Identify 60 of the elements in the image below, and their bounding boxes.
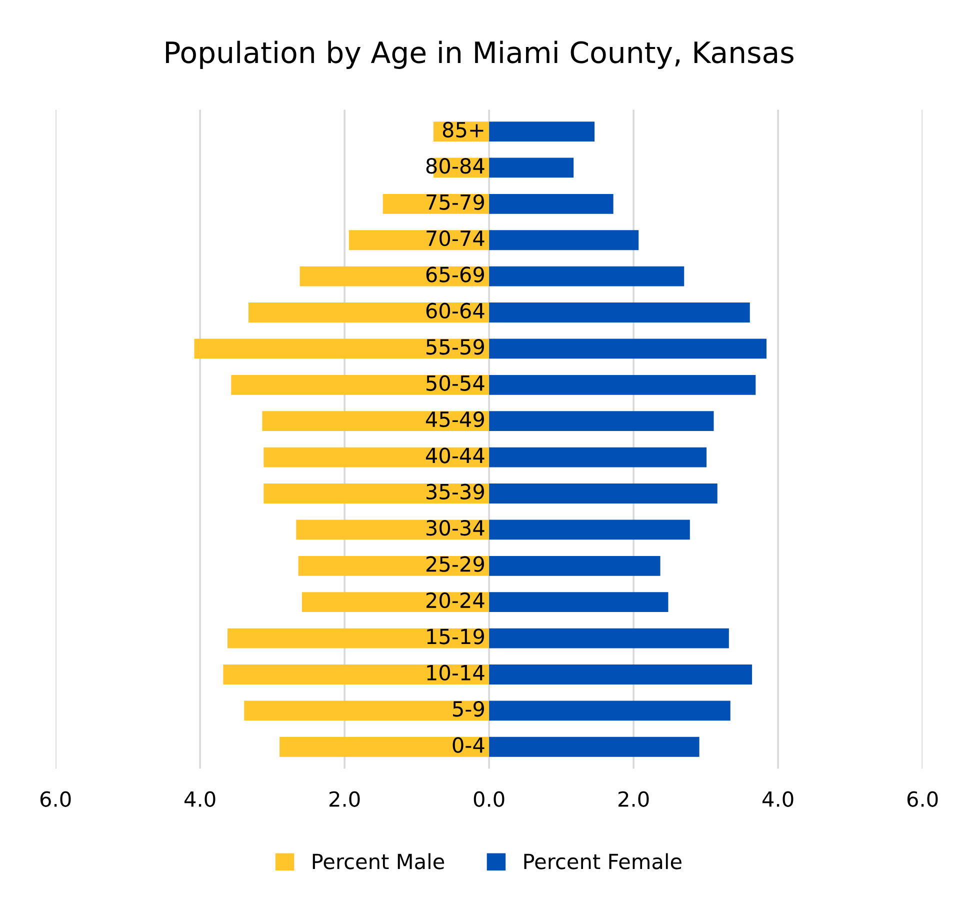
y-tick-label: 70-74	[426, 230, 484, 246]
bar	[489, 628, 729, 648]
x-tick-label: 6.0	[907, 791, 938, 807]
bar	[489, 158, 574, 178]
y-tick-label: 55-59	[426, 338, 484, 355]
y-tick-label: 10-14	[427, 664, 484, 681]
y-tick-label: 15-19	[427, 628, 484, 644]
bar	[489, 664, 752, 684]
y-tick-label: 65-69	[426, 266, 484, 282]
y-tick-label: 40-44	[426, 448, 484, 464]
y-tick-label: 5-9	[453, 700, 484, 717]
bar	[489, 700, 730, 721]
x-tick-label: 4.0	[762, 791, 794, 807]
bar	[489, 447, 707, 468]
y-tick-label: 35-39	[426, 484, 484, 500]
bar	[489, 194, 614, 214]
y-tick-label: 30-34	[426, 520, 484, 536]
bar	[298, 556, 490, 576]
bar	[194, 338, 490, 359]
y-tick-label: 0-4	[452, 737, 484, 753]
bar	[489, 122, 595, 142]
bar	[223, 664, 490, 684]
bar	[489, 484, 718, 504]
y-tick-label: 45-49	[426, 411, 484, 428]
bar	[262, 411, 490, 432]
y-tick-label: 60-64	[426, 302, 484, 319]
bar	[489, 592, 668, 612]
x-tick-label: 4.0	[184, 791, 216, 807]
bar	[300, 266, 490, 286]
bar	[489, 266, 684, 286]
legend-label: Percent Female	[524, 853, 682, 870]
bar	[248, 302, 490, 322]
bar	[244, 700, 490, 721]
y-tick-label: 85+	[442, 122, 484, 138]
x-tick-label: 2.0	[618, 791, 649, 807]
bar	[228, 628, 490, 648]
y-tick-label: 20-24	[426, 592, 484, 608]
x-tick-label: 6.0	[40, 791, 71, 807]
x-tick-label: 2.0	[330, 791, 360, 807]
legend-label: Percent Male	[312, 853, 444, 870]
chart-title: Population by Age in Miami County, Kansas	[166, 40, 794, 70]
bar	[489, 411, 714, 432]
bar	[264, 484, 490, 504]
bar	[489, 520, 690, 540]
bar	[302, 592, 490, 612]
y-tick-label: 50-54	[426, 375, 484, 391]
bar	[280, 736, 490, 757]
bar	[489, 374, 756, 395]
bar	[489, 556, 660, 576]
bar	[231, 374, 490, 395]
y-tick-label: 75-79	[426, 194, 484, 210]
y-tick-label: 25-29	[426, 556, 484, 572]
bar	[489, 230, 639, 250]
bar	[348, 230, 490, 250]
bar	[489, 736, 700, 757]
bar	[296, 520, 490, 540]
bar	[489, 302, 750, 322]
x-tick-label: 0.0	[474, 791, 504, 807]
bar	[264, 447, 490, 468]
bar	[489, 338, 766, 359]
